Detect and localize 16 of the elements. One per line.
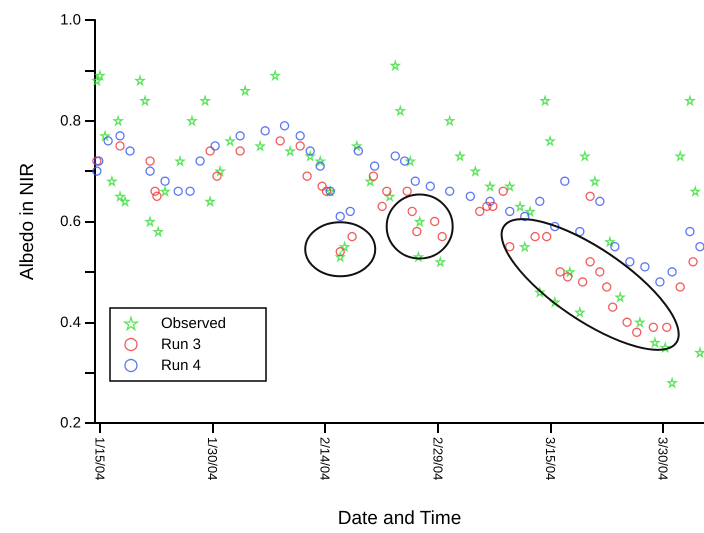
- x-tick-label: 3/30/04: [656, 437, 671, 480]
- x-tick-label: 1/30/04: [205, 437, 220, 480]
- legend-label: Run 3: [160, 336, 202, 353]
- y-tick-label: 0.6: [60, 213, 81, 230]
- x-tick-label: 2/29/04: [430, 437, 446, 480]
- legend-label: Observed: [160, 315, 226, 332]
- legend-label: Run 4: [160, 357, 202, 374]
- y-tick-label: 0.8: [60, 112, 81, 130]
- y-tick-label: 1.0: [60, 12, 81, 28]
- x-tick-label: 1/15/04: [92, 437, 108, 480]
- y-tick-label: 0.2: [60, 414, 81, 432]
- x-tick-label: 3/15/04: [542, 437, 558, 480]
- x-axis-title: Date and Time: [338, 508, 462, 529]
- y-tick-label: 0.4: [60, 314, 81, 331]
- y-axis-title: Albedo in NIR: [17, 162, 38, 280]
- x-tick-label: 2/14/04: [318, 437, 333, 480]
